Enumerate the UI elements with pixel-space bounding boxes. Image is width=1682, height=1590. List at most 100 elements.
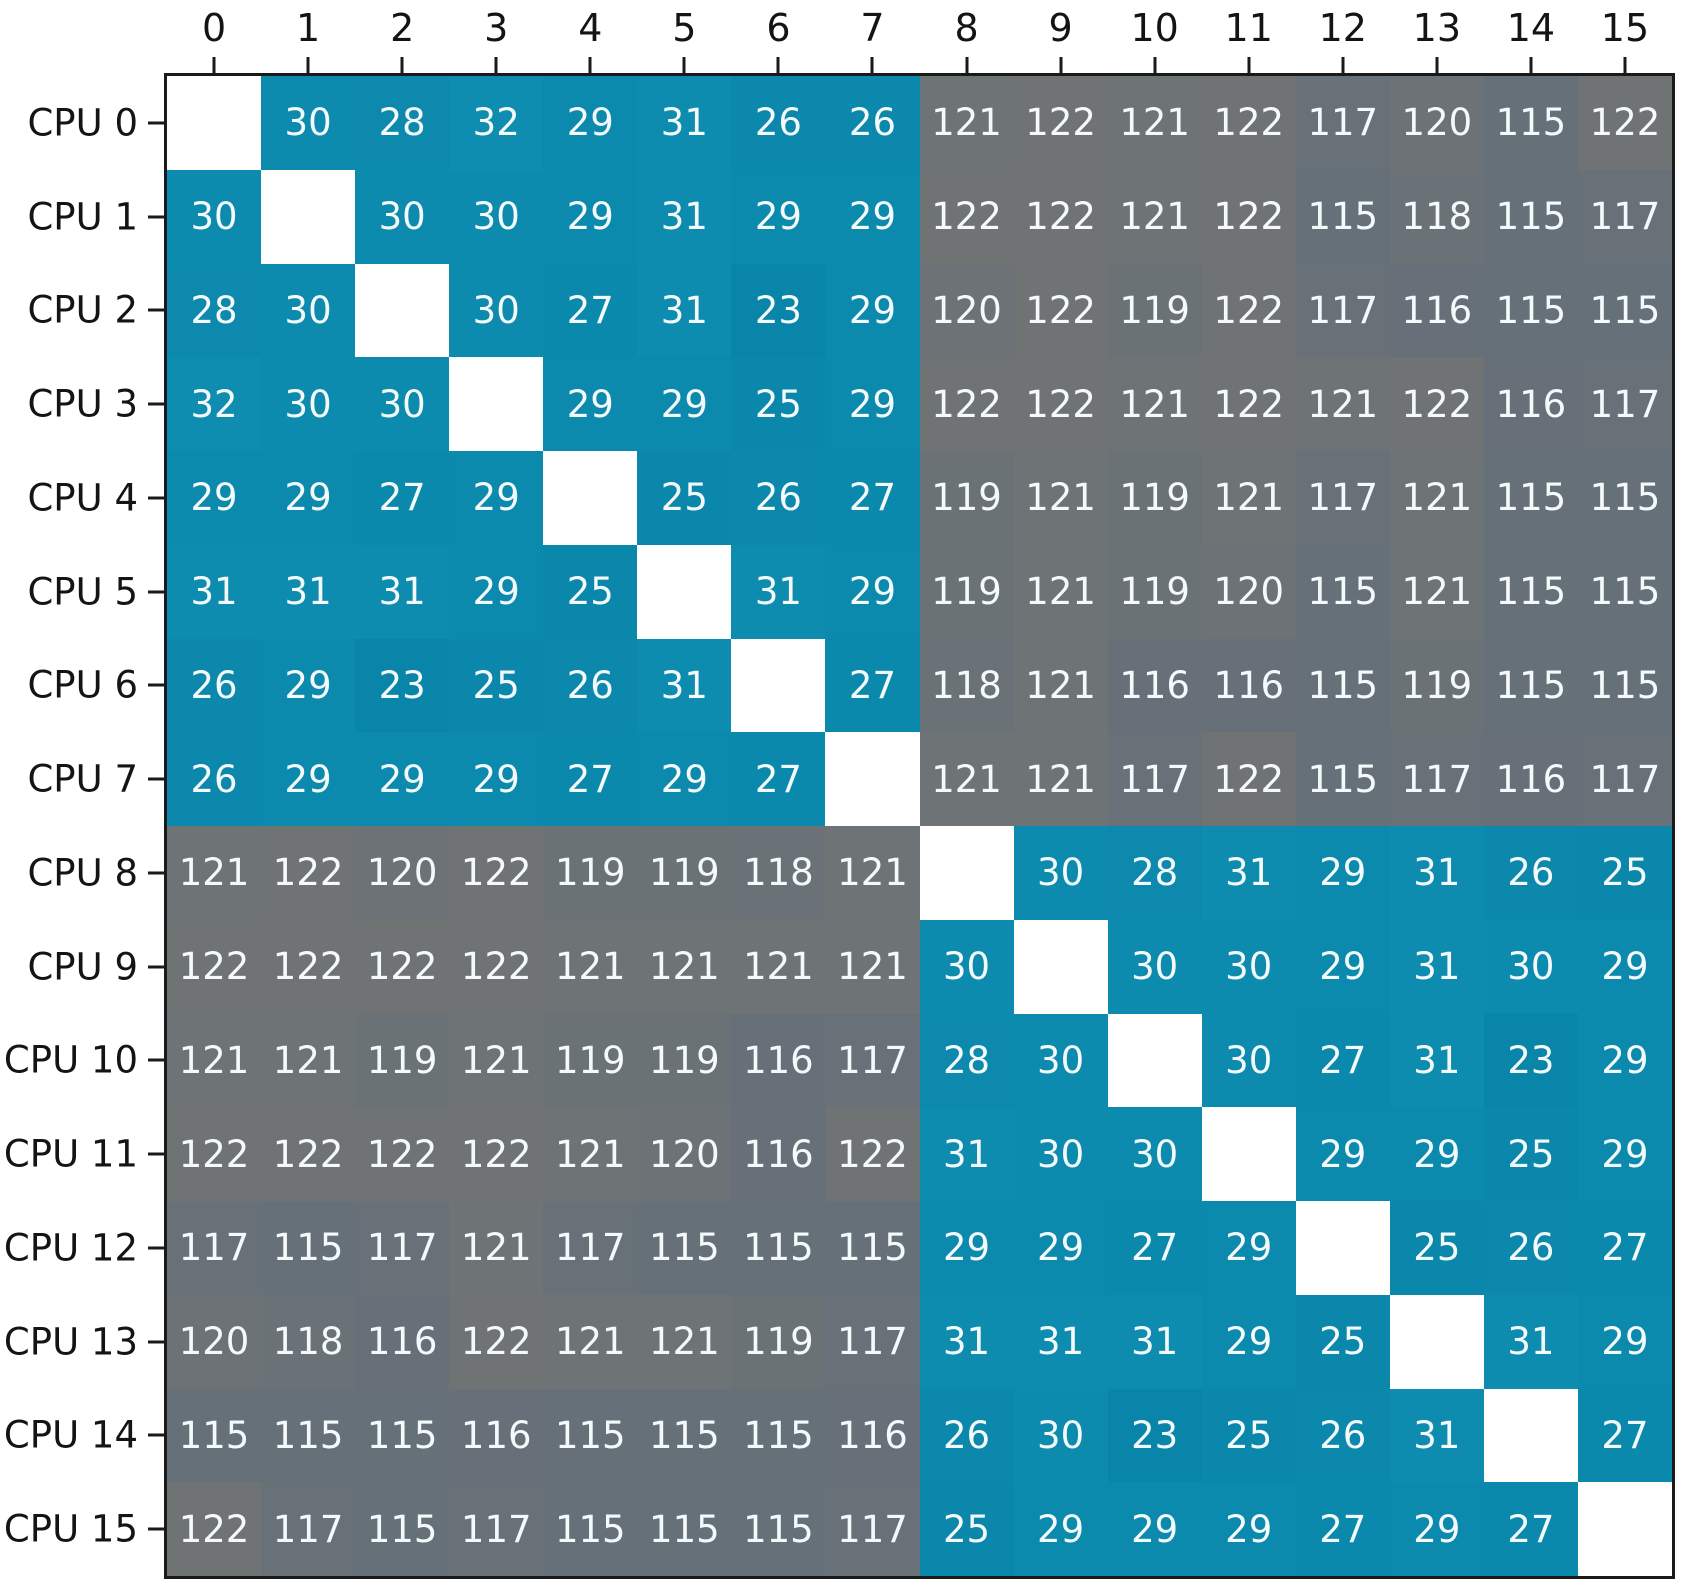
heatmap-cell: 115 [1483, 263, 1578, 358]
x-tick-label: 1 [296, 6, 321, 50]
y-tick-label: CPU 5 [27, 570, 138, 614]
y-tick-mark [148, 121, 164, 125]
heatmap-cell: 122 [355, 919, 450, 1014]
heatmap-cell: 32 [449, 76, 544, 170]
heatmap-cell: 31 [637, 169, 732, 264]
x-tick-mark [1153, 57, 1157, 73]
heatmap-cell: 30 [261, 263, 356, 358]
heatmap-cell: 29 [543, 169, 638, 264]
heatmap-cell: 115 [1483, 544, 1578, 639]
heatmap-cell: 30 [355, 169, 450, 264]
x-tick-label: 3 [484, 6, 509, 50]
heatmap-cell: 117 [1577, 357, 1672, 451]
heatmap-cell: 117 [825, 1013, 920, 1108]
heatmap-cell: 29 [1295, 1107, 1390, 1201]
heatmap-cell: 30 [1201, 1013, 1296, 1108]
heatmap-cell: 28 [919, 1013, 1014, 1108]
heatmap-cell: 31 [1201, 826, 1296, 920]
y-tick-label: CPU 6 [27, 663, 138, 707]
heatmap-cell: 116 [355, 1294, 450, 1389]
heatmap-cell: 119 [1107, 544, 1202, 639]
heatmap-cell: 29 [1577, 1013, 1672, 1108]
y-tick-label: CPU 9 [27, 945, 138, 989]
latency-heatmap: 30 28 32 29 31 26 26 121 122 121 122 117 120 115 122 30… [167, 76, 1672, 1576]
heatmap-cell: 30 [1107, 1107, 1202, 1201]
heatmap-cell: 29 [1295, 919, 1390, 1014]
heatmap-cell: 26 [167, 732, 262, 826]
heatmap-cell: 122 [825, 1107, 920, 1201]
heatmap-cell: 29 [261, 451, 356, 545]
x-tick-label: 9 [1048, 6, 1073, 50]
heatmap-cell: 31 [167, 544, 262, 639]
heatmap-cell: 115 [261, 1388, 356, 1483]
heatmap-cell: 116 [1107, 638, 1202, 733]
heatmap-cell: 31 [261, 544, 356, 639]
heatmap-cell: 117 [261, 1482, 356, 1576]
heatmap-cell: 30 [355, 357, 450, 451]
heatmap-cell: 26 [731, 76, 826, 170]
heatmap-cell: 26 [167, 638, 262, 733]
heatmap-cell [1577, 1482, 1672, 1576]
heatmap-cell: 115 [637, 1388, 732, 1483]
y-tick-label: CPU 13 [3, 1320, 138, 1364]
heatmap-cell: 31 [1483, 1294, 1578, 1389]
y-tick-label: CPU 14 [3, 1413, 138, 1457]
heatmap-cell: 119 [543, 1013, 638, 1108]
y-tick-label: CPU 8 [27, 851, 138, 895]
heatmap-cell: 117 [1295, 451, 1390, 545]
x-tick-mark [494, 57, 498, 73]
heatmap-cell: 117 [1295, 263, 1390, 358]
heatmap-cell: 31 [637, 263, 732, 358]
heatmap-cell: 29 [1577, 919, 1672, 1014]
heatmap-cell [637, 544, 732, 639]
heatmap-cell: 31 [731, 544, 826, 639]
heatmap-cell: 115 [731, 1201, 826, 1295]
heatmap-cell: 31 [919, 1107, 1014, 1201]
x-tick-mark [1341, 57, 1345, 73]
heatmap-cell: 116 [449, 1388, 544, 1483]
heatmap-cell: 121 [919, 732, 1014, 826]
heatmap-cell: 29 [261, 638, 356, 733]
heatmap-cell: 116 [1483, 732, 1578, 826]
heatmap-cell: 26 [1295, 1388, 1390, 1483]
x-tick-label: 6 [766, 6, 791, 50]
heatmap-cell: 117 [355, 1201, 450, 1295]
heatmap-cell: 25 [731, 357, 826, 451]
heatmap-cell: 31 [1389, 1388, 1484, 1483]
x-tick-label: 0 [201, 6, 227, 50]
x-tick-label: 15 [1600, 6, 1650, 50]
heatmap-cell: 121 [731, 919, 826, 1014]
heatmap-cell: 122 [1201, 732, 1296, 826]
heatmap-cell: 122 [167, 1482, 262, 1576]
heatmap-cell: 30 [919, 919, 1014, 1014]
heatmap-cell: 27 [1107, 1201, 1202, 1295]
heatmap-cell: 122 [449, 1294, 544, 1389]
x-tick-mark [682, 57, 686, 73]
heatmap-cell: 29 [449, 451, 544, 545]
heatmap-cell: 115 [167, 1388, 262, 1483]
heatmap-cell: 29 [825, 544, 920, 639]
heatmap-cell: 121 [1013, 451, 1108, 545]
heatmap-cell: 27 [1577, 1388, 1672, 1483]
heatmap-cell: 117 [1295, 76, 1390, 170]
heatmap-cell: 115 [1483, 451, 1578, 545]
heatmap-cell: 30 [261, 357, 356, 451]
heatmap-cell: 29 [1201, 1294, 1296, 1389]
x-tick-label: 4 [578, 6, 603, 50]
heatmap-cell: 115 [543, 1482, 638, 1576]
heatmap-cell: 25 [1295, 1294, 1390, 1389]
heatmap-cell: 26 [919, 1388, 1014, 1483]
heatmap-cell: 122 [261, 1107, 356, 1201]
heatmap-cell: 119 [1107, 451, 1202, 545]
heatmap-cell: 115 [637, 1482, 732, 1576]
heatmap-cell: 29 [637, 357, 732, 451]
heatmap-cell: 117 [167, 1201, 262, 1295]
heatmap-cell: 122 [167, 1107, 262, 1201]
heatmap-cell: 119 [543, 826, 638, 920]
heatmap-cell: 118 [261, 1294, 356, 1389]
heatmap-cell: 122 [1013, 357, 1108, 451]
heatmap-cell [1295, 1201, 1390, 1295]
heatmap-cell: 121 [825, 919, 920, 1014]
heatmap-cell: 119 [1389, 638, 1484, 733]
